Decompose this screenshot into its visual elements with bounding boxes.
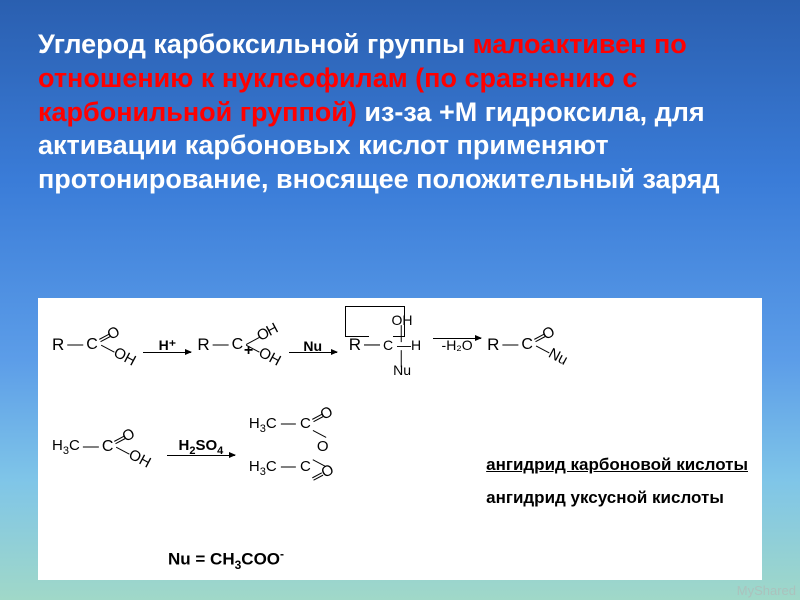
r-label: R [487, 335, 499, 355]
nu-definition: Nu = CH3COO- [168, 547, 284, 572]
arrow-label-minus-h2o: -H₂O [442, 337, 473, 353]
arrow-nu-attack: Nu [289, 338, 337, 353]
tetrahedral-intermediate: R — OH │ C —H │ Nu [349, 314, 421, 377]
protonated-cation: R — C+ —OH —OH [197, 331, 282, 360]
reaction-diagram-panel: R — C ═O —OH H⁺ R — C+ —OH —OH [38, 298, 762, 580]
label-acetic-anhydride: ангидрид уксусной кислоты [486, 482, 748, 514]
h-atom: H [411, 337, 421, 353]
o-atom: O [317, 404, 334, 424]
coo: COO [241, 550, 280, 569]
nu-symbol: Nu [168, 550, 191, 569]
nu-group: Nu [393, 364, 411, 377]
heading-part1: Углерод карбоксильной группы [38, 29, 473, 59]
minus-charge: - [280, 547, 284, 561]
watermark: MyShared [737, 583, 796, 598]
eq-ch: = CH [191, 550, 235, 569]
r-label: R [197, 335, 209, 355]
oh-group: OH [126, 446, 154, 472]
oh-bot: OH [256, 345, 284, 371]
arrow-dehydration: -H₂O [433, 338, 481, 353]
box-highlight [345, 306, 405, 336]
product-labels: ангидрид карбоновой кислоты ангидрид укс… [486, 449, 748, 514]
reagent-rcooh: R — C ═O —OH [52, 331, 137, 360]
product-rconu: R — C ═O —Nu [487, 331, 569, 360]
scheme-1: R — C ═O —OH H⁺ R — C+ —OH —OH [52, 314, 754, 377]
r-label: R [52, 335, 64, 355]
arrow-h2so4: H2SO4 [167, 437, 235, 456]
r-label: R [349, 335, 361, 355]
oh-group: OH [111, 345, 139, 371]
heading: Углерод карбоксильной группы малоактивен… [38, 28, 762, 197]
arrow-protonation: H⁺ [143, 337, 191, 353]
acetic-anhydride: H3C — C ═O — O H3C — C — ═O [249, 411, 335, 483]
nu-group: Nu [546, 345, 571, 369]
slide: Углерод карбоксильной группы малоактивен… [0, 0, 800, 600]
o-atom: O [318, 461, 336, 481]
label-anhydride-generic: ангидрид карбоновой кислоты [486, 449, 748, 481]
acetic-acid: H3C — C ═O —OH [52, 433, 153, 462]
